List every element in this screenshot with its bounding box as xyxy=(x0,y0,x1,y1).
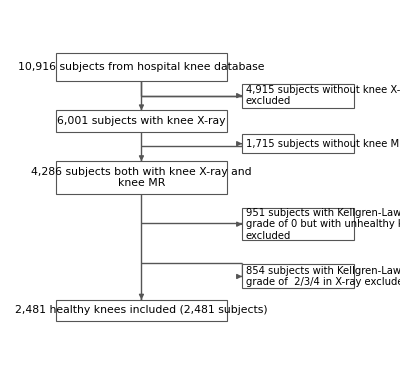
FancyBboxPatch shape xyxy=(242,265,354,288)
Text: 10,916 subjects from hospital knee database: 10,916 subjects from hospital knee datab… xyxy=(18,62,265,72)
Text: 1,715 subjects without knee MR excluded: 1,715 subjects without knee MR excluded xyxy=(246,139,400,149)
FancyBboxPatch shape xyxy=(56,161,227,194)
FancyBboxPatch shape xyxy=(242,134,354,153)
Text: 4,286 subjects both with knee X-ray and
knee MR: 4,286 subjects both with knee X-ray and … xyxy=(31,167,252,188)
Text: 6,001 subjects with knee X-ray: 6,001 subjects with knee X-ray xyxy=(57,116,226,126)
Text: 4,915 subjects without knee X-ray
excluded: 4,915 subjects without knee X-ray exclud… xyxy=(246,85,400,106)
FancyBboxPatch shape xyxy=(56,110,227,132)
FancyBboxPatch shape xyxy=(56,300,227,321)
FancyBboxPatch shape xyxy=(56,52,227,81)
Text: 2,481 healthy knees included (2,481 subjects): 2,481 healthy knees included (2,481 subj… xyxy=(15,305,268,315)
FancyBboxPatch shape xyxy=(242,84,354,108)
FancyBboxPatch shape xyxy=(242,208,354,240)
Text: 951 subjects with Kellgren-Lawrence
grade of 0 but with unhealthy knees
excluded: 951 subjects with Kellgren-Lawrence grad… xyxy=(246,208,400,241)
Text: 854 subjects with Kellgren-Lawrence
grade of  2/3/4 in X-ray excluded: 854 subjects with Kellgren-Lawrence grad… xyxy=(246,266,400,287)
